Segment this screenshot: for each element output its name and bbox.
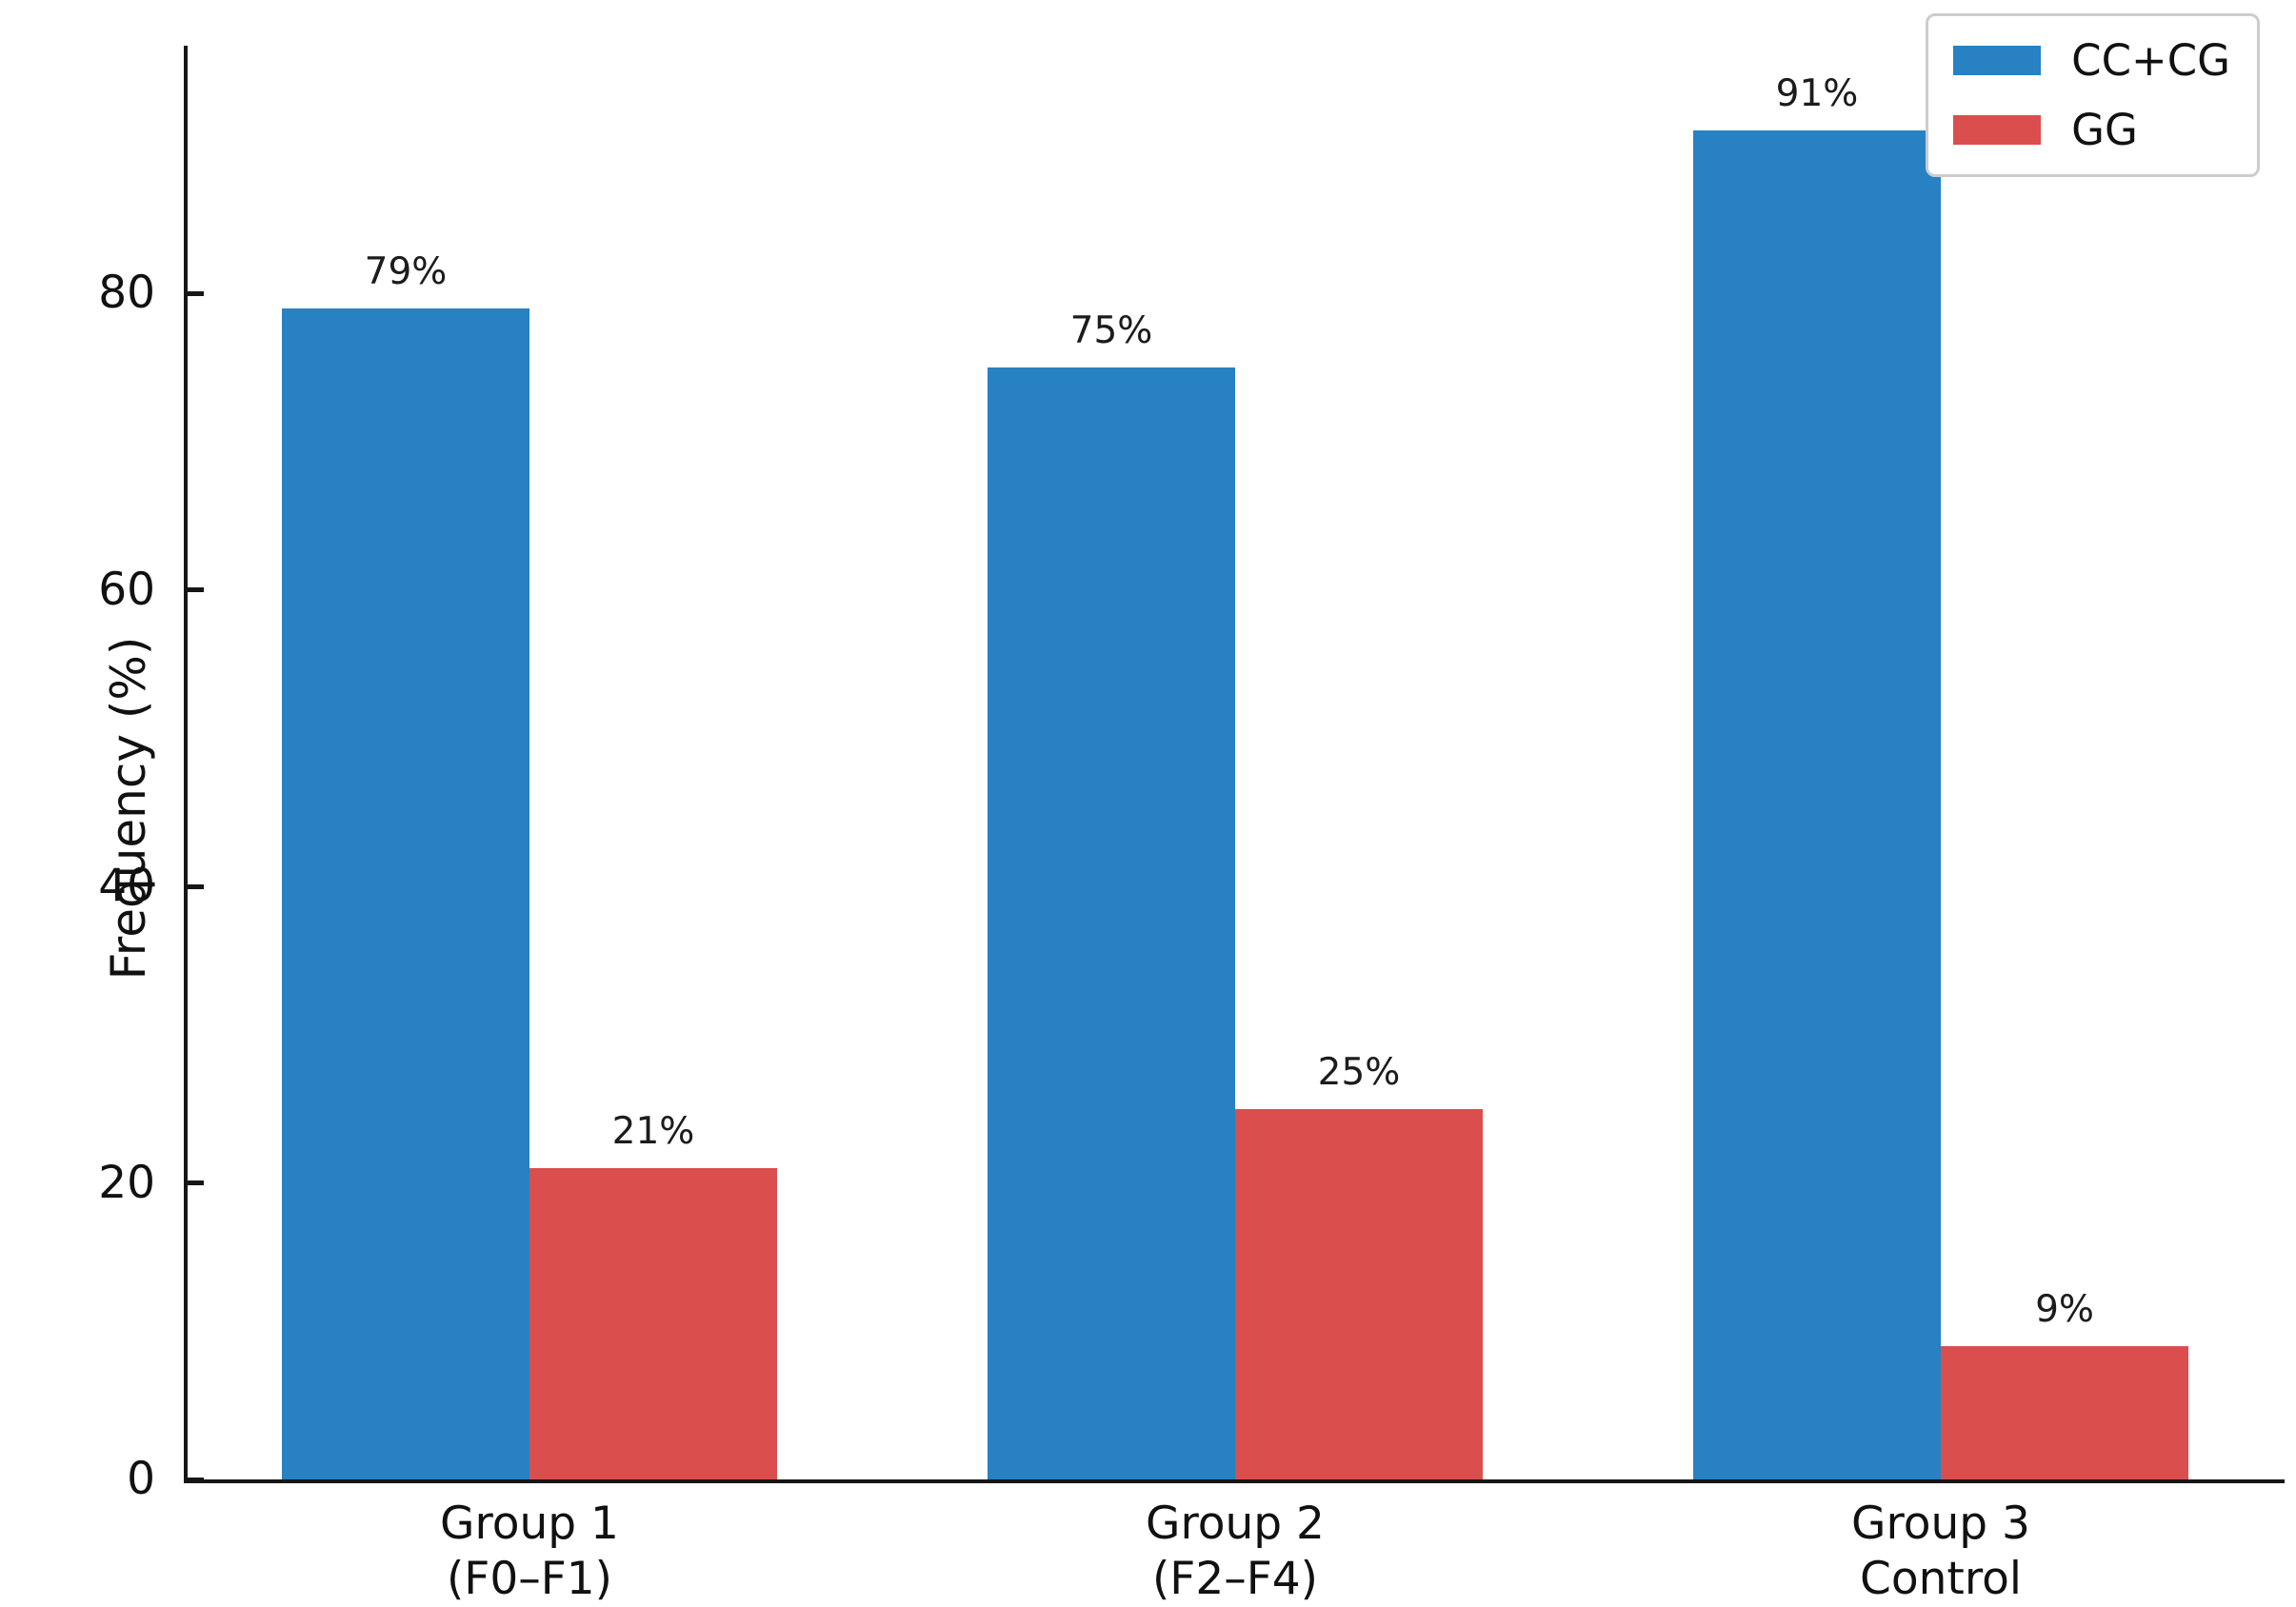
legend-label: GG <box>2071 105 2138 155</box>
x-category-label: Group 3 Control <box>1588 1497 2293 1607</box>
bar-value-label: 21% <box>611 1109 695 1153</box>
legend-swatch <box>1953 46 2042 75</box>
bar-value-label: 91% <box>1775 71 1859 115</box>
y-tick-mark <box>188 587 204 593</box>
y-tick-label: 40 <box>98 860 155 913</box>
bar-group3-gg <box>1941 1345 2188 1479</box>
legend-label: CC+CG <box>2071 35 2230 86</box>
y-tick-mark <box>188 1477 204 1482</box>
x-category-label-line: Group 2 <box>1146 1498 1325 1550</box>
bar-value-label: 9% <box>2035 1287 2094 1331</box>
x-category-label: Group 1 (F0–F1) <box>177 1497 882 1607</box>
bar-value-label: 25% <box>1317 1050 1401 1094</box>
legend-swatch <box>1953 115 2042 145</box>
y-tick-mark <box>188 1180 204 1186</box>
bar-group1-cc-cg <box>282 308 529 1479</box>
y-tick-label: 0 <box>127 1453 155 1505</box>
x-category-label-line: (F0–F1) <box>446 1553 613 1605</box>
legend-item: GG <box>1953 105 2230 155</box>
y-tick-label: 20 <box>98 1156 155 1209</box>
bar-group2-gg <box>1235 1108 1483 1479</box>
y-tick-mark <box>188 290 204 296</box>
y-tick-label: 60 <box>98 563 155 616</box>
y-axis-title: Frequency (%) <box>101 636 156 981</box>
bar-group3-cc-cg <box>1693 129 1941 1479</box>
x-category-label-line: Group 3 <box>1851 1498 2030 1550</box>
legend-item: CC+CG <box>1953 35 2230 86</box>
bar-value-label: 79% <box>364 249 448 293</box>
x-category-label-line: Group 1 <box>440 1498 619 1550</box>
plot-area: Frequency (%) 0 20 40 60 80 79% 21% Group 1 (F0–… <box>98 46 2285 1605</box>
y-tick-label: 80 <box>98 267 155 320</box>
x-category-label-line: Control <box>1860 1553 2022 1605</box>
x-category-label-line: (F2–F4) <box>1151 1553 1319 1605</box>
bar-group1-gg <box>529 1167 777 1479</box>
y-tick-mark <box>188 883 204 889</box>
bar-group2-cc-cg <box>988 367 1235 1479</box>
x-category-label: Group 2 (F2–F4) <box>883 1497 1587 1607</box>
legend: CC+CG GG <box>1926 13 2260 177</box>
bar-value-label: 75% <box>1069 308 1153 352</box>
